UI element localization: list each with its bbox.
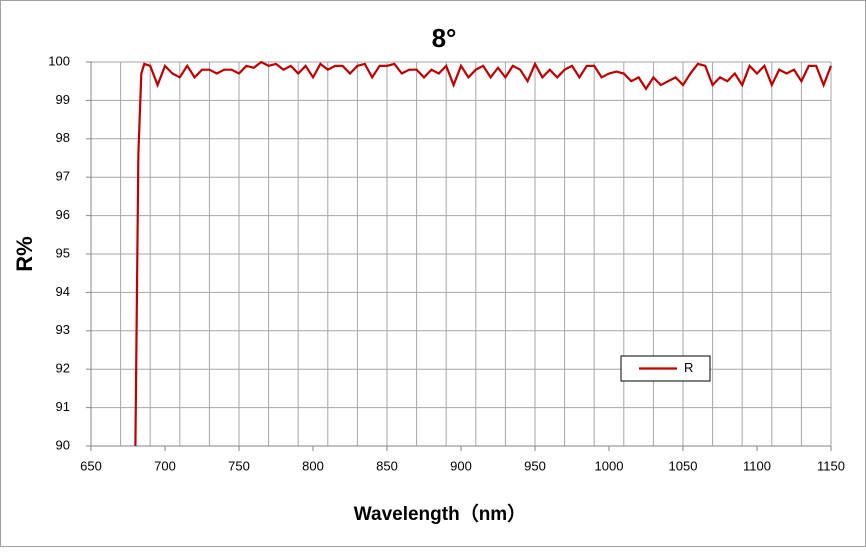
chart-title: 8° xyxy=(432,23,457,53)
legend-label: R xyxy=(684,360,693,375)
x-tick-label: 950 xyxy=(524,458,546,473)
x-tick-label: 1050 xyxy=(669,458,698,473)
y-tick-label: 92 xyxy=(56,361,70,376)
y-tick-label: 91 xyxy=(56,399,70,414)
y-tick-label: 94 xyxy=(56,284,70,299)
x-tick-label: 1000 xyxy=(595,458,624,473)
x-tick-label: 1150 xyxy=(817,458,845,473)
y-tick-label: 95 xyxy=(56,245,70,260)
y-axis-label: R% xyxy=(12,236,37,271)
y-tick-label: 97 xyxy=(56,169,70,184)
y-tick-label: 93 xyxy=(56,322,70,337)
y-tick-label: 98 xyxy=(56,130,70,145)
x-axis-label: Wavelength（nm） xyxy=(354,502,526,525)
x-tick-label: 1100 xyxy=(743,458,771,473)
x-tick-label: 700 xyxy=(154,458,176,473)
y-tick-label: 99 xyxy=(56,92,70,107)
x-tick-label: 850 xyxy=(376,458,398,473)
y-tick-label: 100 xyxy=(48,53,70,68)
y-tick-label: 96 xyxy=(56,207,70,222)
data-line xyxy=(134,60,833,447)
x-tick-label: 900 xyxy=(450,458,472,473)
x-tick-label: 650 xyxy=(80,458,102,473)
x-tick-label: 750 xyxy=(228,458,250,473)
x-tick-label: 800 xyxy=(302,458,324,473)
y-tick-label: 90 xyxy=(56,437,70,452)
